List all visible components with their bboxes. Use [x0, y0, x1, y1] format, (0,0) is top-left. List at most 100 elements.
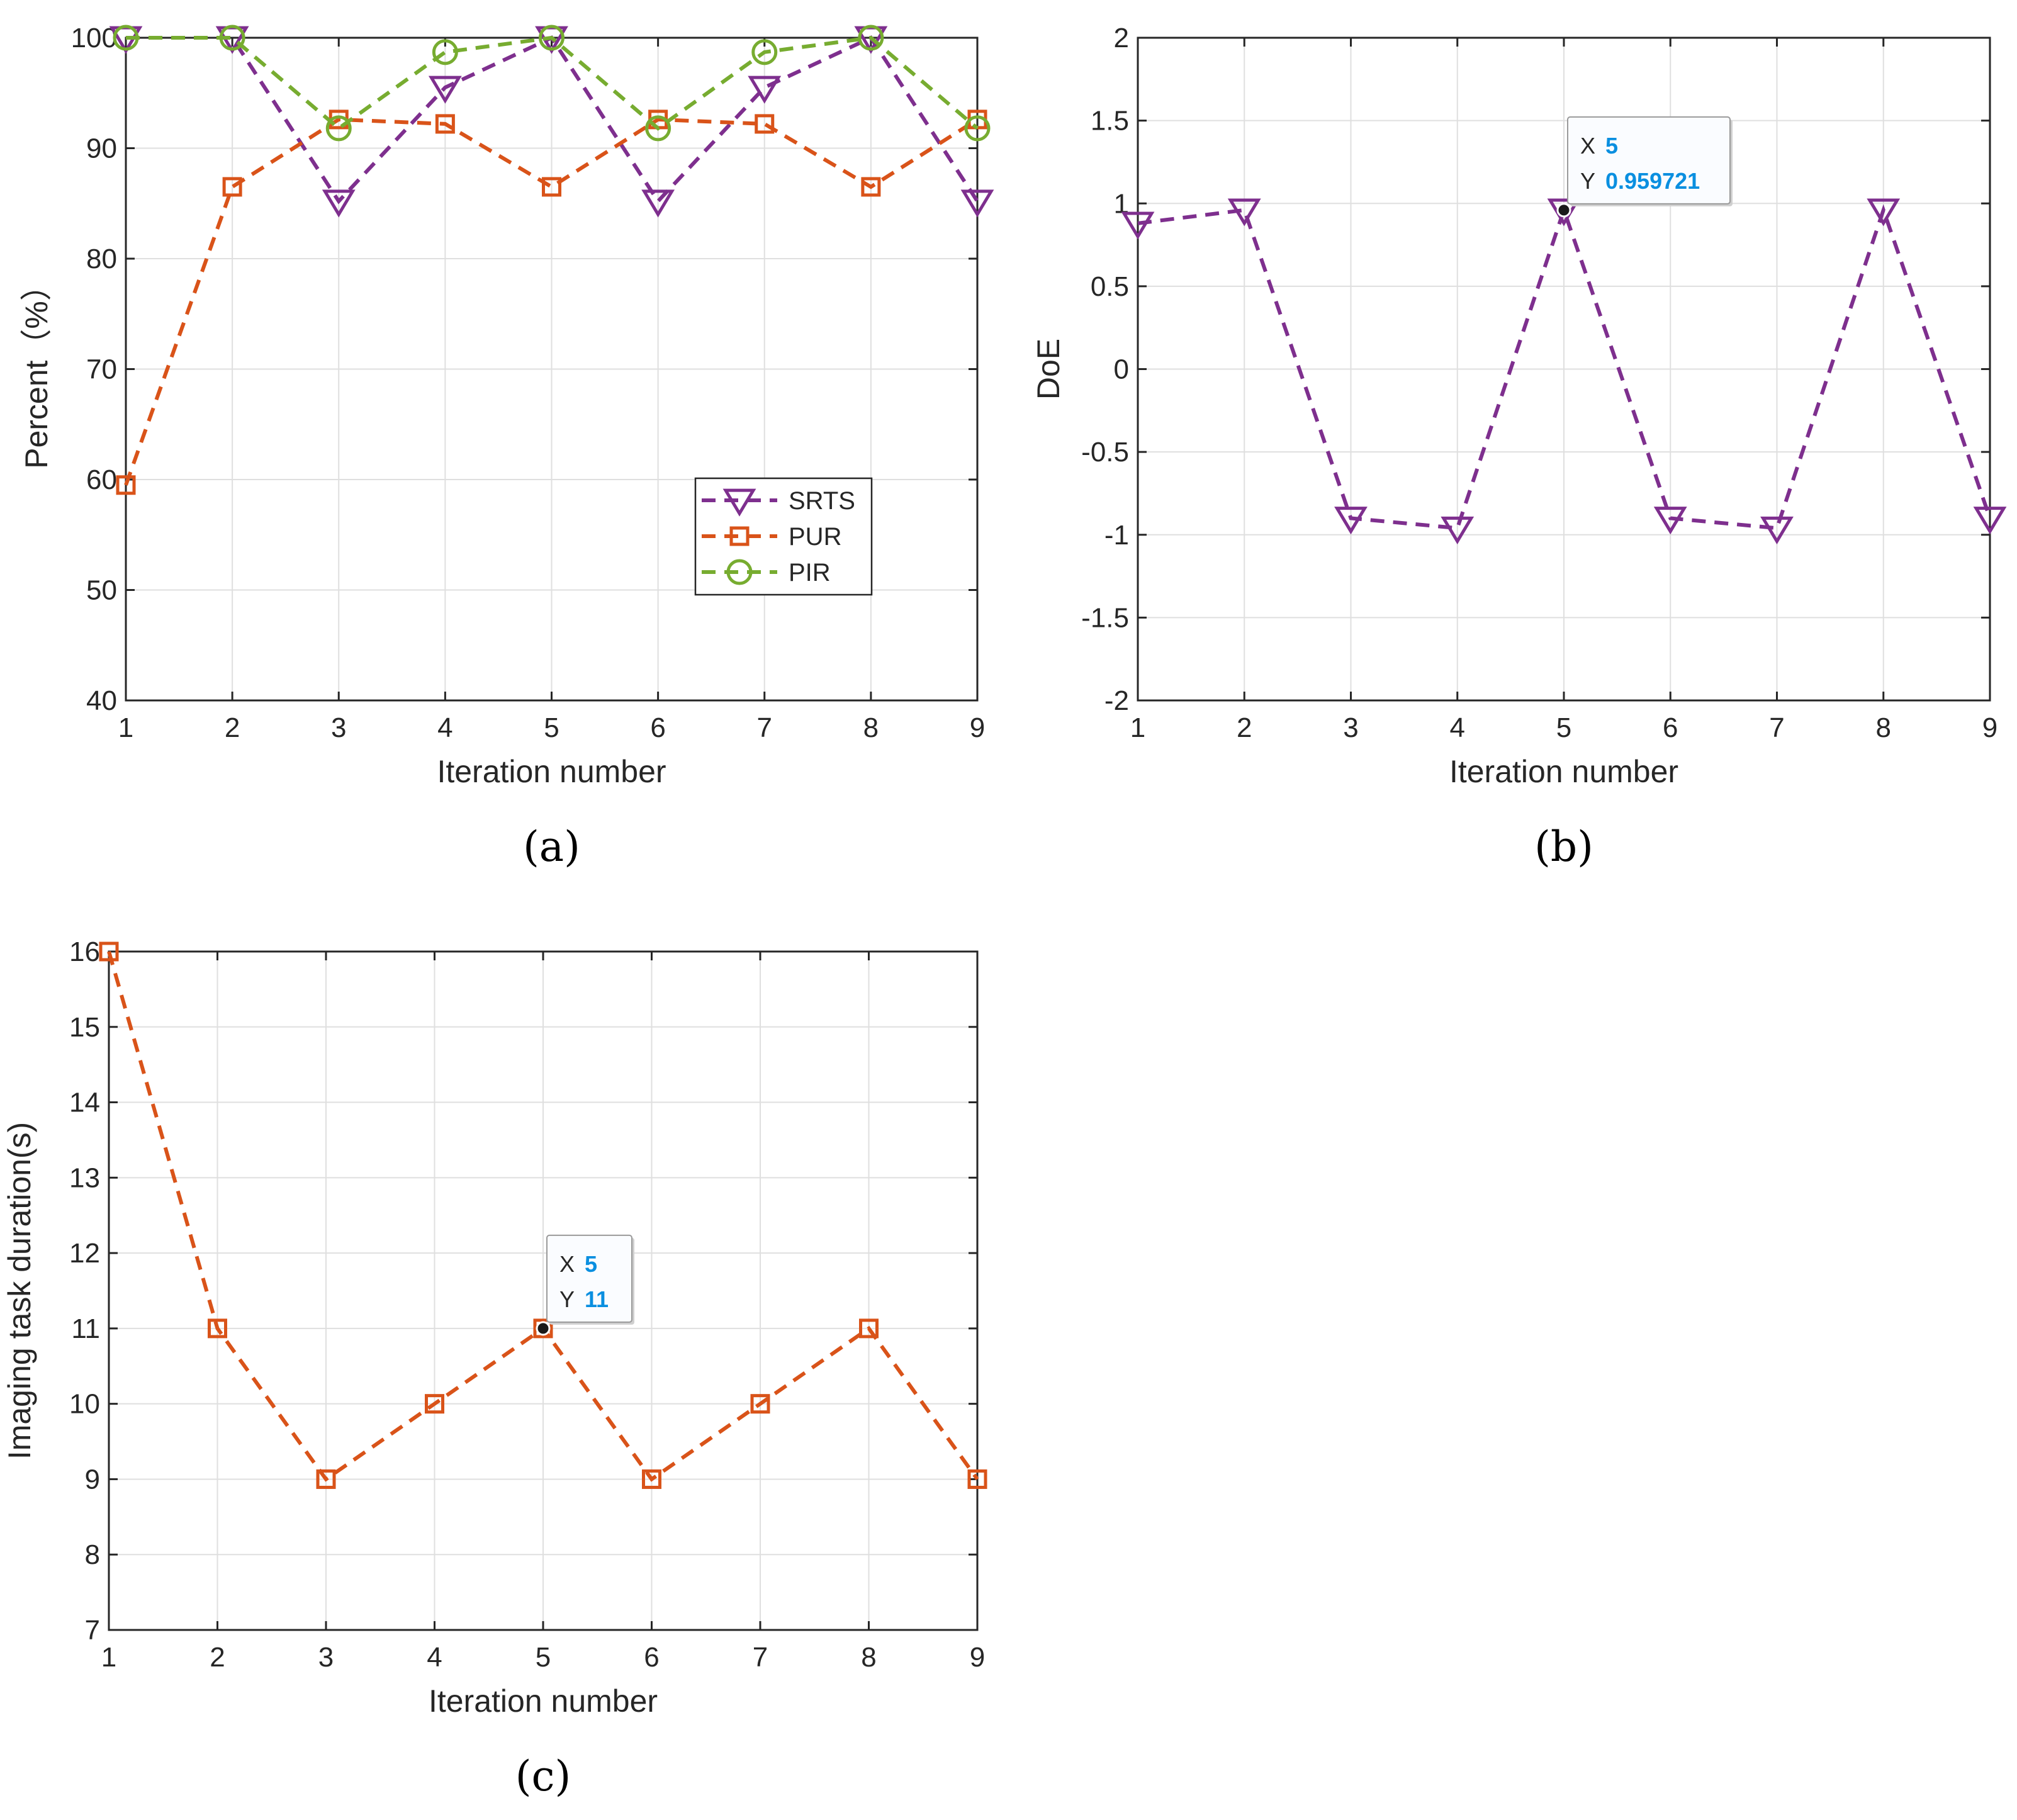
- data-point: [1334, 507, 1368, 535]
- y-tick-label: 40: [86, 685, 117, 716]
- y-tick-label: -1.5: [1081, 602, 1129, 633]
- series-pir: [113, 25, 991, 142]
- x-tick-label: 3: [318, 1642, 334, 1673]
- y-tick-label: 2: [1114, 23, 1129, 53]
- data-point: [542, 177, 561, 197]
- data-point: [755, 114, 775, 134]
- datatip-y-label: Y: [1580, 168, 1595, 194]
- data-point: [964, 115, 991, 142]
- data-point: [748, 76, 782, 104]
- x-tick-label: 9: [970, 1642, 985, 1673]
- y-tick-label: 9: [85, 1464, 100, 1495]
- x-tick-label: 5: [544, 712, 559, 743]
- x-tick-label: 6: [644, 1642, 659, 1673]
- y-tick-label: 12: [69, 1238, 100, 1269]
- data-point: [1653, 507, 1687, 535]
- panel-label: (b): [1534, 823, 1593, 871]
- x-tick-label: 6: [1663, 712, 1678, 743]
- datatip-x-value: 5: [585, 1251, 597, 1277]
- data-point: [861, 177, 881, 197]
- data-point: [1121, 211, 1155, 240]
- y-tick-label: 1.5: [1091, 106, 1129, 137]
- y-tick-label: 16: [69, 936, 100, 967]
- data-point: [1760, 516, 1794, 544]
- y-tick-label: 11: [71, 1313, 100, 1344]
- y-tick-label: 13: [69, 1162, 100, 1193]
- data-point: [539, 25, 565, 51]
- x-tick-label: 3: [331, 712, 346, 743]
- data-point: [858, 25, 884, 51]
- y-tick-label: 100: [71, 23, 117, 53]
- data-point: [208, 1318, 227, 1339]
- series-line: [1137, 204, 1992, 531]
- data-point: [1973, 507, 2007, 535]
- data-point: [641, 189, 675, 218]
- x-tick-label: 1: [1130, 712, 1145, 743]
- x-tick-label: 2: [210, 1642, 225, 1673]
- x-tick-label: 6: [650, 712, 665, 743]
- y-axis-label: Percent（%）: [19, 269, 54, 469]
- data-point: [1867, 198, 1901, 227]
- y-tick-label: 8: [85, 1539, 100, 1570]
- data-point: [316, 1469, 336, 1489]
- data-point: [751, 39, 778, 65]
- data-point: [1441, 516, 1475, 544]
- y-tick-label: 7: [85, 1615, 100, 1646]
- datatip-y-label: Y: [559, 1286, 575, 1312]
- datatip: X 5Y 11: [536, 1234, 634, 1336]
- data-point: [222, 177, 242, 197]
- datatip-x-label: X: [1580, 133, 1595, 159]
- y-axis-label: Imaging task duration(s): [2, 1122, 37, 1459]
- data-point: [859, 1318, 879, 1339]
- legend-label: SRTS: [789, 487, 855, 515]
- datatip-y-value: 0.959721: [1605, 168, 1700, 194]
- data-point: [325, 115, 352, 142]
- y-tick-label: 0.5: [1091, 271, 1129, 302]
- series-line: [126, 35, 979, 131]
- legend-label: PIR: [789, 559, 831, 587]
- datatip-point: [536, 1321, 551, 1336]
- y-tick-label: 14: [69, 1087, 100, 1118]
- data-point: [113, 25, 139, 51]
- data-point: [960, 189, 994, 218]
- data-point: [322, 189, 356, 218]
- data-point: [99, 941, 119, 962]
- y-tick-label: 80: [86, 244, 117, 274]
- data-point: [435, 114, 455, 134]
- x-tick-label: 2: [225, 712, 240, 743]
- data-point: [432, 39, 458, 65]
- y-tick-label: -0.5: [1081, 437, 1129, 468]
- x-tick-label: 4: [427, 1642, 442, 1673]
- x-tick-label: 8: [863, 712, 879, 743]
- x-tick-label: 1: [118, 712, 133, 743]
- datatip: X 5Y 0.959721: [1556, 116, 1733, 218]
- data-point: [428, 76, 462, 104]
- x-tick-label: 4: [437, 712, 452, 743]
- panel-label: (a): [523, 823, 580, 871]
- datatip-y-value: 11: [585, 1286, 609, 1312]
- datatip-x-label: X: [559, 1251, 575, 1277]
- data-point: [645, 115, 671, 142]
- y-axis-label: DoE: [1031, 339, 1066, 400]
- x-tick-label: 3: [1343, 712, 1358, 743]
- x-tick-label: 1: [101, 1642, 116, 1673]
- data-point: [425, 1394, 444, 1414]
- data-point: [967, 1469, 987, 1489]
- x-tick-label: 7: [1769, 712, 1784, 743]
- y-tick-label: -1: [1104, 520, 1129, 551]
- chart-a: 1 2 3 4 5 6 7 8 9 40 50 60 70 80 90 100 Iteration number…: [19, 23, 994, 871]
- datatip-x-value: 5: [1605, 133, 1618, 159]
- x-tick-label: 4: [1450, 712, 1465, 743]
- y-tick-label: 0: [1114, 354, 1129, 385]
- x-axis-label: Iteration number: [429, 1683, 658, 1719]
- x-tick-label: 8: [1876, 712, 1891, 743]
- legend-marker: [722, 488, 756, 517]
- y-tick-label: 10: [69, 1389, 100, 1420]
- x-tick-label: 9: [970, 712, 985, 743]
- datatip-box: [1567, 116, 1731, 205]
- datatip-box: [546, 1234, 632, 1323]
- x-tick-label: 2: [1237, 712, 1252, 743]
- x-tick-label: 5: [536, 1642, 551, 1673]
